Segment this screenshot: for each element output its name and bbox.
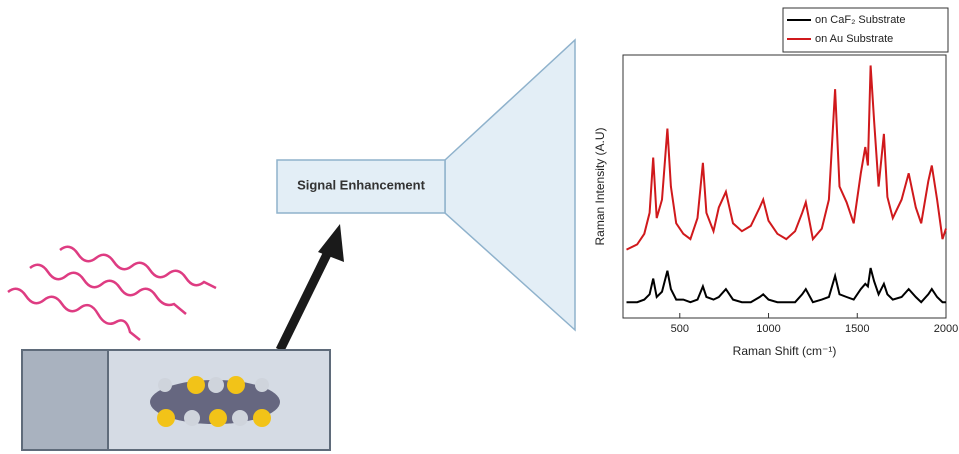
plot-frame [622, 54, 947, 319]
x-axis-label: Raman Shift (cm⁻¹) [733, 344, 837, 358]
series-line [626, 267, 946, 304]
arrow-head [318, 224, 344, 262]
x-tick-label: 1000 [756, 323, 780, 335]
enhancement-box [276, 159, 446, 214]
atoms [157, 376, 271, 427]
light-waves [7, 245, 217, 341]
box-label: Signal Enhancement [297, 177, 426, 192]
legend-label: on Au Substrate [815, 33, 893, 45]
illustration: Signal Enhancement [7, 38, 576, 451]
x-tick-label: 1500 [845, 323, 869, 335]
chart: 500 1000 1500 2000 Raman Shift (cm⁻¹) Raman I… [593, 7, 958, 358]
substrate-edge [21, 349, 109, 451]
y-axis-label: Raman Intensity (A.U) [593, 127, 607, 245]
x-tick-label: 2000 [934, 323, 958, 335]
arrow-shaft [275, 246, 335, 352]
molecule [150, 380, 280, 424]
legend-box [782, 7, 949, 53]
enhancement-cone [444, 38, 576, 332]
legend-label: on CaF₂ Substrate [815, 14, 905, 26]
series-line [626, 65, 947, 251]
x-tick-label: 500 [671, 323, 689, 335]
